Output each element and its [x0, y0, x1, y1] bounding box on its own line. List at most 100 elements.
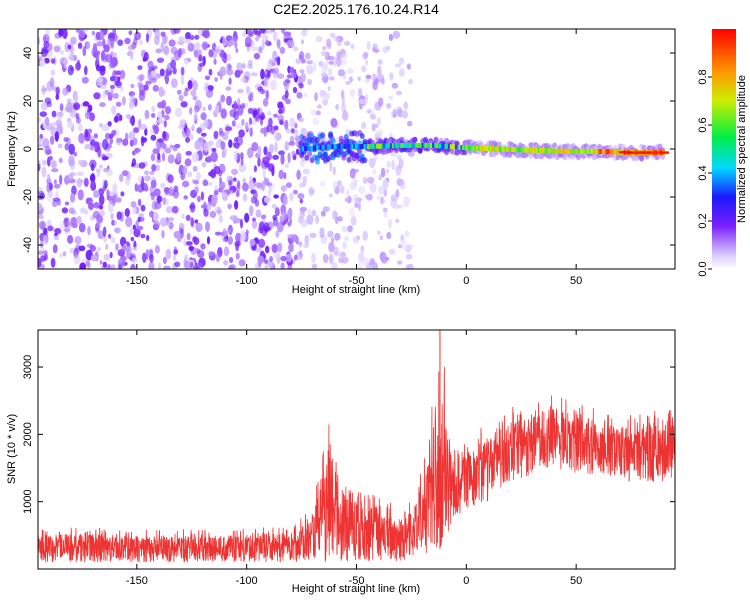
spectrogram-noise-cell: [291, 150, 296, 156]
spectrogram-noise-cell: [328, 193, 333, 198]
spectrogram-noise-cell: [108, 233, 112, 239]
spectrogram-noise-cell: [301, 29, 308, 37]
spectrogram-noise-cell: [223, 230, 228, 238]
spectrogram-noise-cell: [62, 29, 68, 39]
spectrogram-noise-cell: [157, 138, 164, 143]
spectrogram-noise-cell: [292, 86, 298, 94]
spectrogram-noise-cell: [135, 220, 139, 228]
spectrogram-noise-cell: [136, 225, 144, 231]
spectrogram-noise-cell: [272, 217, 279, 227]
spectrogram-noise-cell: [50, 160, 58, 169]
spectrogram-noise-cell: [144, 175, 151, 182]
spectrogram-ridge-cell: [534, 147, 537, 153]
spectrogram-noise-cell: [68, 143, 75, 155]
spectrogram-noise-cell: [376, 117, 381, 125]
spectrogram-ridge-cell: [398, 142, 402, 148]
spectrogram-noise-cell: [164, 147, 172, 154]
spectrogram-noise-cell: [242, 193, 248, 202]
spectrogram-noise-cell: [172, 67, 177, 75]
spectrogram-noise-cell: [297, 241, 303, 246]
spectrogram-noise-cell: [203, 208, 209, 217]
spectrogram-noise-cell: [225, 86, 232, 91]
spectrogram-noise-cell: [320, 72, 328, 78]
spectrogram-noise-cell: [138, 213, 144, 218]
spectrogram-noise-cell: [400, 238, 408, 250]
spectrogram-noise-cell: [50, 257, 56, 268]
spectrogram-noise-cell: [406, 263, 414, 269]
spectrogram-ridge-cell: [318, 145, 321, 151]
spectrogram-noise-cell: [38, 220, 47, 230]
spectrogram-noise-cell: [249, 127, 253, 137]
spectrogram-ridge-cell: [354, 144, 358, 150]
spectrogram-noise-cell: [93, 141, 100, 153]
spectrogram-noise-cell: [240, 77, 246, 83]
spectrogram-ridge-cell: [521, 147, 525, 153]
spectrogram-noise-cell: [281, 210, 288, 220]
spectrogram-noise-cell: [260, 127, 266, 134]
spectrogram-noise-cell: [280, 255, 287, 262]
spectrogram-noise-cell: [130, 263, 136, 269]
spectrogram-noise-cell: [298, 182, 306, 188]
spectrogram-noise-cell: [63, 218, 69, 228]
spectrogram-ridge-cell: [347, 144, 351, 150]
spectrogram-noise-cell: [96, 64, 101, 72]
spectrogram-noise-cell: [49, 135, 55, 145]
spectrogram-noise-cell: [39, 111, 47, 117]
spectrogram-ridge-cell: [472, 145, 476, 151]
spectrogram-noise-cell: [257, 157, 261, 167]
spectrogram-noise-cell: [331, 262, 338, 269]
spectrogram-noise-cell: [397, 260, 403, 265]
spectrogram-noise-cell: [96, 41, 103, 47]
spectrogram-noise-cell: [147, 60, 154, 69]
spectrogram-noise-cell: [165, 106, 171, 115]
spectrogram-noise-cell: [256, 182, 264, 190]
spectrogram-noise-cell: [61, 207, 69, 214]
spectrogram-peak-cell: [657, 151, 661, 154]
spectrogram-noise-cell: [364, 93, 369, 102]
spectrogram-noise-cell: [50, 69, 56, 76]
spectrogram-panel: -150 -100 -50 0 50 -40 -20 0 20 40 Height of str…: [6, 28, 676, 296]
spectrogram-noise-cell: [258, 46, 263, 54]
spectrogram-noise-cell: [83, 177, 89, 187]
spectrogram-noise-cell: [289, 192, 294, 202]
spectrogram-noise-cell: [278, 169, 284, 180]
spectrogram-noise-cell: [220, 186, 224, 195]
spectrogram-noise-cell: [403, 196, 410, 208]
spectrogram-ridge-cell: [430, 142, 433, 148]
spectrogram-noise-cell: [70, 67, 74, 72]
spectrogram-noise-cell: [322, 98, 328, 106]
spectrogram-noise-cell: [390, 194, 398, 202]
spectrogram-ridge-cell: [527, 147, 530, 153]
spectrogram-noise-cell: [78, 245, 86, 252]
spectrogram-noise-cell: [39, 239, 44, 249]
spectrogram-noise-cell: [164, 73, 169, 85]
spectrogram-peak-cell: [624, 151, 627, 154]
snr-x-axis-label: Height of straight line (km): [292, 583, 420, 595]
spectrogram-ridge-cell: [592, 148, 595, 154]
spectrogram-noise-cell: [99, 164, 103, 169]
spectrogram-peak-cell: [647, 151, 650, 154]
spectrogram-ridge-cell: [535, 147, 539, 153]
spectrogram-noise-cell: [115, 101, 122, 107]
spectrogram-ridge-cell: [372, 143, 375, 149]
spectrogram-noise-cell: [93, 190, 100, 198]
spectrogram-noise-cell: [214, 130, 219, 137]
spectrogram-noise-cell: [289, 117, 296, 128]
spectrogram-noise-cell: [324, 92, 330, 101]
spectrogram-noise-cell: [152, 148, 160, 155]
spectrogram-noise-cell: [99, 123, 103, 128]
spectrogram-noise-cell: [74, 104, 78, 110]
spectrogram-noise-cell: [70, 193, 76, 203]
spectrogram-ridge-cell: [555, 148, 558, 154]
spectrogram-noise-cell: [132, 207, 138, 215]
spectrogram-ridge-cell: [542, 148, 546, 154]
spectrogram-noise-cell: [116, 211, 122, 220]
spectrogram-noise-cell: [395, 218, 400, 223]
spectrogram-ridge-cell: [335, 144, 339, 150]
spectrogram-noise-cell: [150, 179, 157, 189]
spectrogram-noise-cell: [64, 201, 70, 206]
spectrogram-noise-cell: [152, 85, 159, 92]
spectrogram-noise-cell: [258, 238, 266, 248]
spectrogram-signal-cell: [399, 136, 405, 143]
spectrogram-noise-cell: [184, 253, 189, 261]
